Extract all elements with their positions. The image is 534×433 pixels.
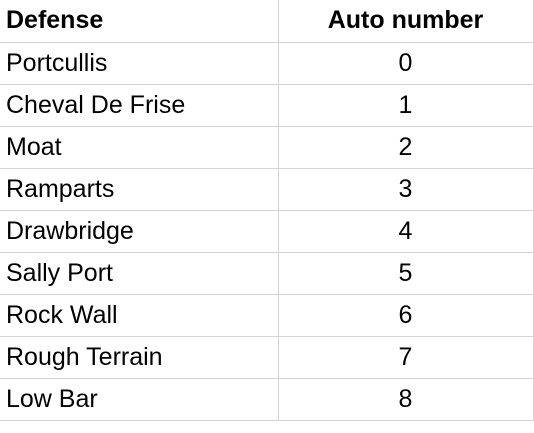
defense-cell[interactable]: Sally Port	[0, 251, 279, 295]
defense-cell[interactable]: Moat	[0, 125, 279, 169]
header-defense[interactable]: Defense	[0, 0, 279, 43]
auto-number-cell[interactable]: 4	[277, 209, 534, 253]
auto-number-cell[interactable]: 0	[277, 42, 534, 85]
table-row: Cheval De Frise 1	[0, 83, 534, 127]
header-row: Defense Auto number	[0, 0, 534, 43]
defense-cell[interactable]: Ramparts	[0, 167, 279, 211]
auto-number-cell[interactable]: 1	[277, 83, 534, 127]
auto-number-cell[interactable]: 7	[277, 335, 534, 379]
table-row: Rough Terrain 7	[0, 335, 534, 379]
defense-cell[interactable]: Cheval De Frise	[0, 83, 279, 127]
defense-cell[interactable]: Rough Terrain	[0, 335, 279, 379]
auto-number-cell[interactable]: 8	[277, 377, 534, 421]
table-row: Moat 2	[0, 125, 534, 169]
auto-number-cell[interactable]: 3	[277, 167, 534, 211]
defense-cell[interactable]: Rock Wall	[0, 293, 279, 337]
defense-cell[interactable]: Portcullis	[0, 42, 279, 85]
defense-cell[interactable]: Low Bar	[0, 377, 279, 421]
table-row: Ramparts 3	[0, 167, 534, 211]
header-auto-number[interactable]: Auto number	[277, 0, 534, 43]
table-row: Sally Port 5	[0, 251, 534, 295]
auto-number-cell[interactable]: 2	[277, 125, 534, 169]
table-row: Drawbridge 4	[0, 209, 534, 253]
table-row: Portcullis 0	[0, 42, 534, 85]
defense-table: Defense Auto number Portcullis 0 Cheval …	[0, 0, 534, 421]
defense-cell[interactable]: Drawbridge	[0, 209, 279, 253]
table-row: Rock Wall 6	[0, 293, 534, 337]
auto-number-cell[interactable]: 6	[277, 293, 534, 337]
table-row: Low Bar 8	[0, 377, 534, 421]
auto-number-cell[interactable]: 5	[277, 251, 534, 295]
